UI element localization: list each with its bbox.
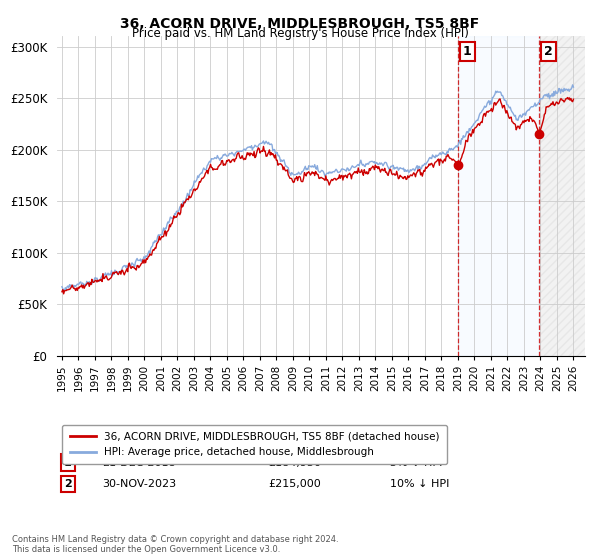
Text: 30-NOV-2023: 30-NOV-2023 [102,479,176,489]
Text: Price paid vs. HM Land Registry's House Price Index (HPI): Price paid vs. HM Land Registry's House … [131,27,469,40]
Text: 5% ↓ HPI: 5% ↓ HPI [389,458,442,468]
Text: 36, ACORN DRIVE, MIDDLESBROUGH, TS5 8BF: 36, ACORN DRIVE, MIDDLESBROUGH, TS5 8BF [121,17,479,31]
Text: 2: 2 [64,479,71,489]
Text: Contains HM Land Registry data © Crown copyright and database right 2024.
This d: Contains HM Land Registry data © Crown c… [12,535,338,554]
Text: 2: 2 [544,45,553,58]
Bar [539,36,587,356]
Text: £215,000: £215,000 [268,479,321,489]
Text: 21-DEC-2018: 21-DEC-2018 [102,458,176,468]
Text: £184,950: £184,950 [268,458,321,468]
Bar [458,36,539,356]
Text: 10% ↓ HPI: 10% ↓ HPI [389,479,449,489]
Text: 1: 1 [463,45,472,58]
Legend: 36, ACORN DRIVE, MIDDLESBROUGH, TS5 8BF (detached house), HPI: Average price, de: 36, ACORN DRIVE, MIDDLESBROUGH, TS5 8BF … [62,424,446,464]
Text: 1: 1 [64,458,71,468]
